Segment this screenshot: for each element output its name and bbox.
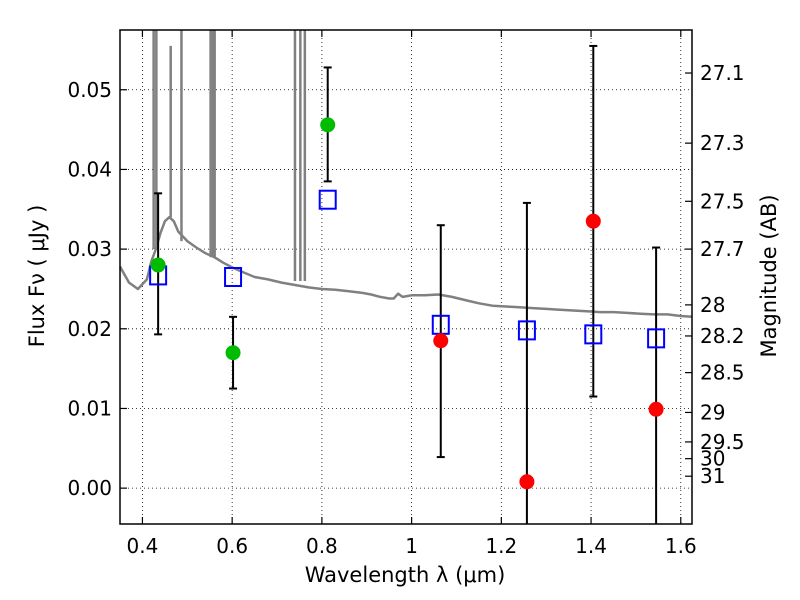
x-tick-label: 0.6 <box>216 534 248 558</box>
y-tick-label: 0.04 <box>67 157 112 181</box>
frame-layer <box>119 29 693 525</box>
y-tick-label: 0.03 <box>67 237 112 261</box>
x-tick-label: 1.4 <box>575 534 607 558</box>
y-tick-label: 0.05 <box>67 78 112 102</box>
spectrum-layer <box>118 30 693 319</box>
y2-tick-label: 28.5 <box>700 361 745 385</box>
y2-tick-label: 29 <box>700 400 725 424</box>
x-tick-label: 0.4 <box>127 534 159 558</box>
y2-tick-label: 30 <box>700 447 725 471</box>
observed-point-marker <box>225 345 241 361</box>
model-square-marker <box>224 267 243 287</box>
y2-tick-label: 29.5 <box>700 430 745 454</box>
x-tick-label: 1.6 <box>665 534 697 558</box>
plot-frame <box>119 29 693 525</box>
y-tick-label: 0.02 <box>67 317 112 341</box>
y2-axis-label: Magnitude (AB) <box>757 194 781 357</box>
y2-tick-label: 27.7 <box>700 237 745 261</box>
x-tick-label: 1.2 <box>485 534 517 558</box>
x-tick-label: 0.8 <box>306 534 338 558</box>
observed-point-marker <box>585 213 601 229</box>
observed-point-marker <box>433 333 449 349</box>
y-axis-label: Flux Fν ( μJy ) <box>25 205 49 348</box>
x-tick-label: 1 <box>405 534 418 558</box>
tick-layer: 0.4 0.6 0.8 1 1.2 1.4 1.6 0.00 0.01 0.02 0.03 0.04 0… <box>67 30 745 558</box>
model-spectrum-line <box>118 215 693 319</box>
grid-layer <box>120 30 692 524</box>
y2-tick-label: 27.5 <box>700 189 745 213</box>
model-square-marker <box>517 320 536 341</box>
y-tick-label: 0.00 <box>67 476 112 500</box>
observed-point-marker <box>150 257 166 273</box>
observed-point-marker <box>519 474 535 490</box>
observed-point-marker <box>648 401 664 417</box>
model-square-marker <box>647 328 666 349</box>
y2-tick-label: 28 <box>700 293 725 317</box>
marker-layer <box>149 117 666 490</box>
observed-point-marker <box>320 117 336 133</box>
y2-tick-label: 31 <box>700 464 725 488</box>
model-square-marker <box>318 189 337 210</box>
y2-tick-label: 27.1 <box>700 61 745 85</box>
model-square-marker <box>584 324 603 345</box>
y2-tick-label: 27.3 <box>700 131 745 155</box>
y-tick-label: 0.01 <box>67 396 112 420</box>
x-axis-label: Wavelength λ (μm) <box>305 563 506 587</box>
errorbar-layer <box>154 44 661 524</box>
y2-tick-label: 28.2 <box>700 324 745 348</box>
